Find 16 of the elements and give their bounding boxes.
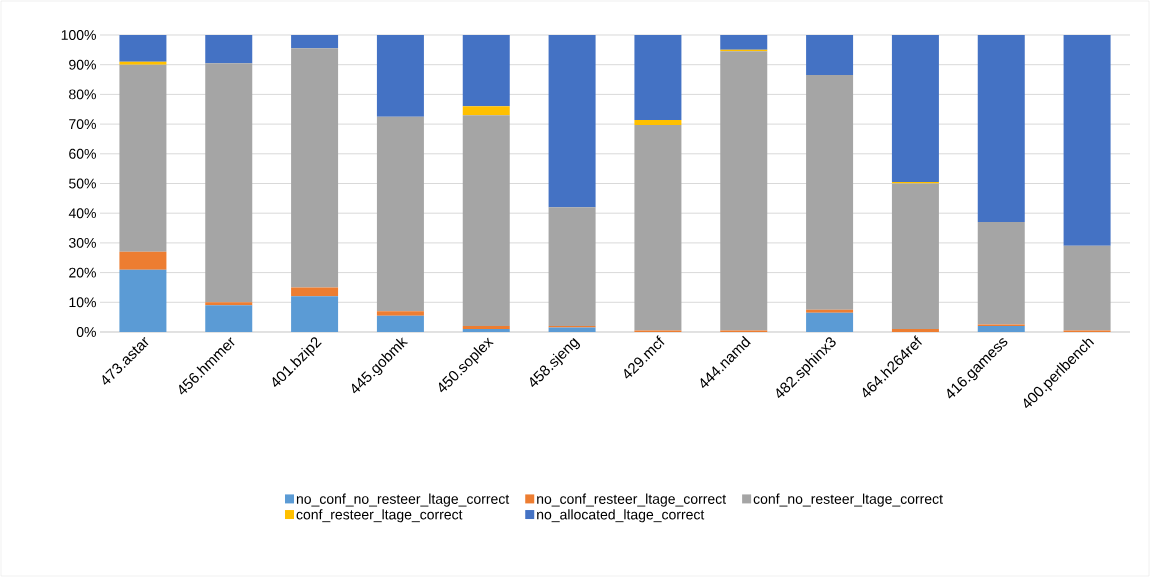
y-tick-label: 50% [69,178,96,189]
legend-label: no_allocated_ltage_correct [537,509,705,523]
legend-label: no_conf_resteer_ltage_correct [537,493,726,507]
y-tick-label: 90% [69,59,96,70]
legend-label: conf_no_resteer_ltage_correct [753,493,943,507]
y-tick-label: 30% [68,237,96,248]
y-tick-label: 40% [68,208,96,219]
legend-label: conf_resteer_ltage_correct [296,509,463,523]
y-tick-label: 10% [69,297,96,308]
y-tick-label: 100% [61,30,96,40]
legend-label: no_conf_no_resteer_ltage_correct [296,493,510,507]
y-tick-label: 0% [76,327,96,337]
y-tick-label: 80% [69,89,96,100]
y-tick-label: 20% [69,267,96,278]
y-tick-label: 60% [69,148,96,159]
y-tick-label: 70% [69,119,96,130]
